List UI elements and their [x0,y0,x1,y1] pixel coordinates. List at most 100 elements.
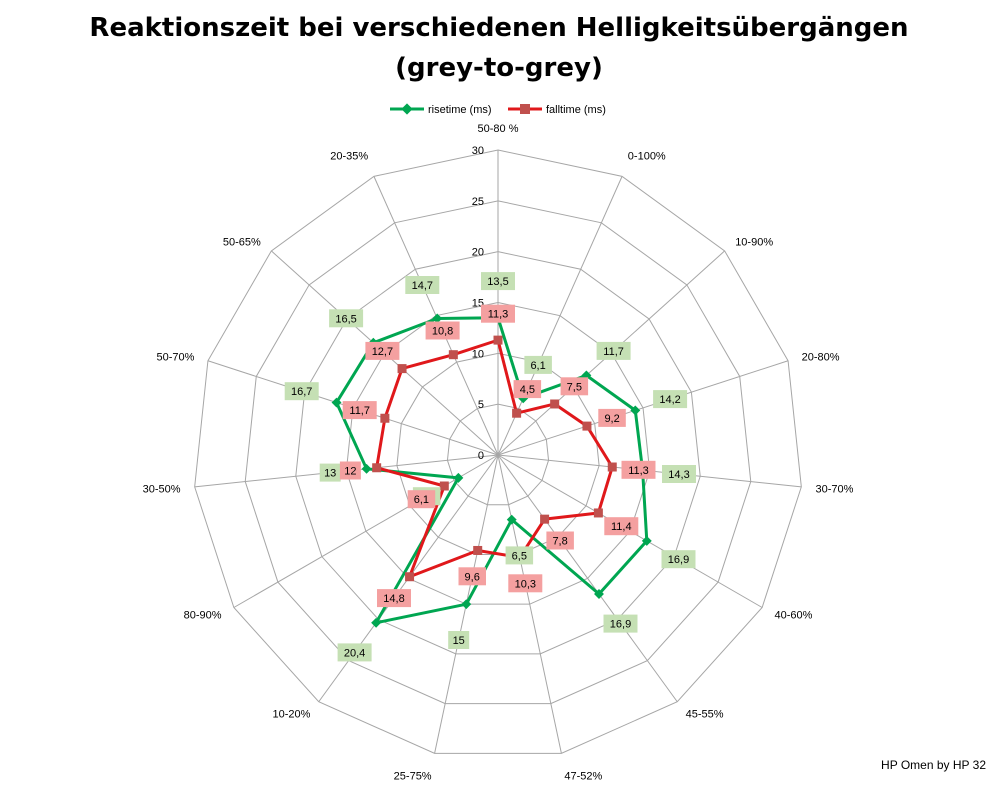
rise-marker [630,405,641,416]
grid-ring-5 [446,403,550,506]
rise-data-label: 15 [453,635,465,647]
fall-marker [593,508,603,518]
rise-data-label-bg [284,382,319,401]
category-label: 30-70% [816,483,854,495]
fall-data-label: 7,8 [552,536,567,548]
grid-spoke-6 [497,454,678,703]
legend: risetime (ms) falltime (ms) [390,103,606,116]
category-label: 20-80% [802,351,840,363]
tick-label-25: 25 [472,196,484,208]
tick-label-15: 15 [472,298,484,310]
grid-spoke-1 [497,176,623,456]
rise-marker [361,463,372,474]
fall-data-label-bg [342,401,377,420]
rise-marker [641,535,652,546]
tick-label-10: 10 [472,348,484,360]
rise-series-line [335,316,649,625]
fall-data-label: 12 [344,466,356,478]
fall-data-label: 10,8 [432,326,453,338]
category-label: 10-20% [272,708,310,720]
fall-data-label-bg [377,589,411,608]
category-label: 47-52% [564,770,602,782]
fall-data-label-bg [546,531,574,550]
rise-data-label: 14,2 [659,394,680,406]
category-label: 10-90% [735,236,773,248]
rise-data-label-bg [448,631,470,649]
grid-spoke-10 [233,454,499,608]
rise-data-label: 14,3 [668,469,689,481]
rise-data-label-bg [661,550,696,569]
credit-text: HP Omen by HP 32 [881,758,986,772]
grid-ring-25 [244,200,752,705]
fall-data-label: 12,7 [372,346,393,358]
tick-label-0: 0 [478,450,484,462]
fall-marker [493,335,503,345]
category-label: 0-100% [628,150,666,162]
fall-marker [582,421,592,431]
fall-data-label-bg [560,377,589,396]
rise-data-label: 6,1 [530,360,545,372]
fall-series-line [375,338,614,579]
category-label: 50-80 % [478,123,519,135]
tick-label-20: 20 [472,247,484,259]
tick-label-30: 30 [472,145,484,157]
chart-title-line2: (grey-to-grey) [395,53,603,83]
grid-ring-20 [295,251,701,655]
rise-data-label: 11,7 [603,346,624,358]
fall-data-label: 11,4 [611,521,632,533]
legend-rise-label: risetime (ms) [428,104,492,116]
legend-fall-marker [520,104,530,114]
fall-data-label: 6,1 [414,494,429,506]
fall-marker [372,463,382,473]
fall-marker [607,462,617,472]
rise-data-label: 13,5 [487,276,508,288]
category-label: 30-50% [143,483,181,495]
fall-marker [448,350,458,360]
category-label: 25-75% [394,770,432,782]
series-layer [331,312,652,628]
fall-marker [397,364,407,374]
fall-data-label: 7,5 [567,381,582,393]
fall-data-label: 10,3 [515,578,536,590]
rise-data-label: 20,4 [344,647,365,659]
grid-ring-15 [345,301,651,605]
fall-data-label-bg [425,321,460,340]
rise-marker [331,397,342,408]
fall-data-label-bg [458,567,486,586]
fall-data-label-bg [407,490,436,509]
data-labels: 13,5 6,1 11,7 14,2 14,3 16,9 16,9 6,5 15 20,4 4,5 1… [284,272,696,662]
rise-data-label-bg [662,465,696,483]
tick-label-5: 5 [478,399,484,411]
fall-marker [439,481,449,491]
rise-data-label: 16,9 [610,619,631,631]
category-label: 20-35% [330,150,368,162]
fall-data-label: 14,8 [383,593,404,605]
fall-data-label: 11,7 [349,405,370,417]
rise-data-label-bg [505,546,534,565]
rise-marker [371,617,382,628]
rise-marker [506,514,517,525]
fall-marker [550,399,560,409]
grid-spoke-3 [497,360,789,456]
fall-data-label-bg [513,380,542,399]
fall-data-label: 11,3 [488,309,509,321]
category-label: 50-70% [156,351,194,363]
legend-rise-marker [401,103,413,115]
rise-marker [453,472,464,483]
fall-data-label-bg [339,461,361,480]
rise-data-label: 16,7 [291,386,312,398]
chart-title: Reaktionszeit bei verschiedenen Helligke… [0,8,998,88]
fall-data-label-bg [508,574,543,593]
rise-marker [461,599,472,610]
radar-grid [194,149,802,754]
rise-data-label-bg [481,272,515,291]
fall-marker [512,408,522,418]
category-labels: 50-80 % 0-100% 10-90% 20-80% 30-70% 40-60% 45-… [143,123,854,782]
fall-marker [380,413,390,423]
fall-data-label: 4,5 [520,384,535,396]
fall-data-label-bg [621,460,656,479]
category-label: 40-60% [775,610,813,622]
rise-marker [594,589,604,599]
grid-spoke-7 [497,454,562,754]
